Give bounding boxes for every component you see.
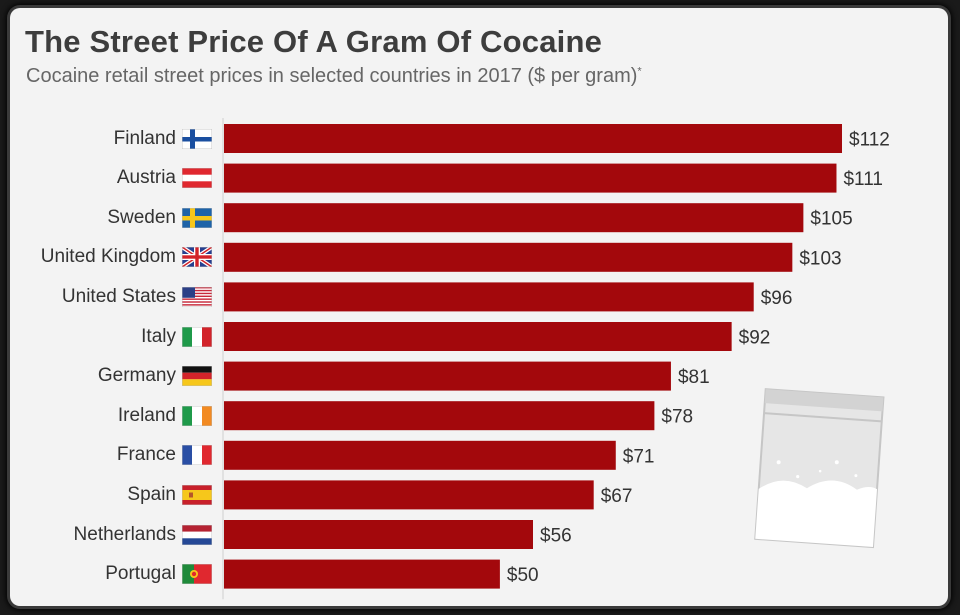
value-label: $67 bbox=[601, 486, 633, 507]
bar-united-states bbox=[224, 282, 754, 312]
category-label: Netherlands bbox=[73, 523, 176, 545]
bar-germany bbox=[224, 361, 671, 391]
bar-spain bbox=[224, 480, 594, 510]
bar-netherlands bbox=[224, 520, 533, 549]
bar-sweden bbox=[224, 203, 804, 233]
bar-france bbox=[224, 440, 616, 470]
category-label: Austria bbox=[116, 167, 176, 189]
portugal-flag-icon bbox=[181, 563, 213, 589]
chart-card: The Street Price Of A Gram Of Cocaine Co… bbox=[10, 8, 948, 606]
finland-flag-icon bbox=[181, 128, 213, 154]
united-kingdom-flag-icon bbox=[180, 245, 214, 272]
sweden-flag-icon bbox=[181, 207, 213, 233]
netherlands-flag-icon bbox=[181, 524, 213, 550]
baggie-icon bbox=[754, 388, 885, 549]
value-label: $111 bbox=[843, 169, 882, 190]
category-label: United States bbox=[61, 285, 176, 307]
value-label: $96 bbox=[761, 288, 793, 309]
bar-united-kingdom bbox=[224, 242, 793, 272]
category-label: Sweden bbox=[107, 206, 176, 228]
value-label: $71 bbox=[623, 446, 655, 467]
value-label: $92 bbox=[739, 328, 771, 349]
chart-title: The Street Price Of A Gram Of Cocaine bbox=[25, 24, 603, 59]
value-label: $56 bbox=[540, 526, 572, 547]
bar-austria bbox=[224, 163, 837, 193]
value-label: $105 bbox=[810, 209, 852, 230]
value-label: $78 bbox=[661, 407, 693, 428]
austria-flag-icon bbox=[181, 167, 213, 193]
value-label: $112 bbox=[849, 130, 890, 151]
germany-flag-icon bbox=[181, 365, 213, 391]
category-label: Finland bbox=[113, 127, 176, 149]
bar-portugal bbox=[224, 559, 500, 589]
value-label: $50 bbox=[507, 565, 539, 586]
spain-flag-icon bbox=[181, 484, 213, 510]
subtitle-footnote-mark: * bbox=[637, 65, 642, 78]
category-label: Italy bbox=[141, 325, 176, 347]
italy-flag-icon bbox=[181, 326, 213, 352]
category-label: Germany bbox=[97, 365, 176, 387]
category-label: Portugal bbox=[105, 563, 176, 585]
value-label: $81 bbox=[678, 367, 710, 388]
bar-italy bbox=[224, 322, 732, 351]
bar-chart: $112 $111 $105 $103 $96 $92 $81 $78 $71 $67 $56$50 bbox=[222, 118, 890, 600]
united-states-flag-icon bbox=[181, 286, 213, 312]
bar-ireland bbox=[224, 401, 655, 431]
category-label: Spain bbox=[127, 483, 176, 505]
chart-subtitle: Cocaine retail street prices in selected… bbox=[26, 65, 642, 88]
bar-finland bbox=[224, 124, 842, 153]
category-label: United Kingdom bbox=[40, 246, 176, 268]
subtitle-text: Cocaine retail street prices in selected… bbox=[26, 65, 638, 87]
category-label: France bbox=[116, 444, 176, 466]
france-flag-icon bbox=[181, 444, 213, 470]
value-label: $103 bbox=[799, 248, 841, 269]
category-label: Ireland bbox=[117, 404, 176, 426]
ireland-flag-icon bbox=[181, 405, 213, 431]
